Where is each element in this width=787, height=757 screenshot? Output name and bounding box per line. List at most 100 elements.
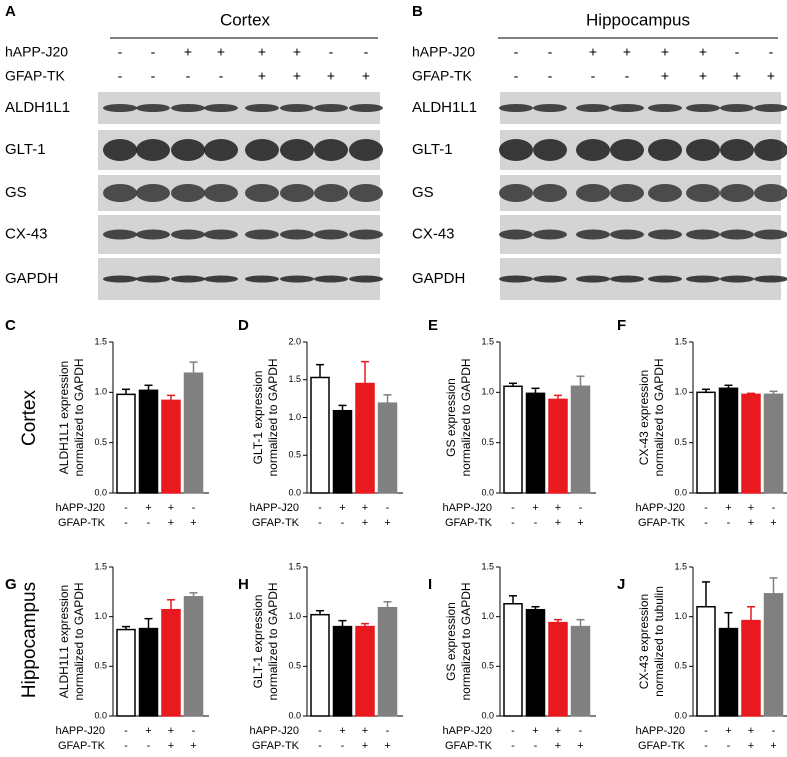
blot-band xyxy=(686,275,720,283)
blot-band xyxy=(245,104,279,112)
blot-band xyxy=(204,229,238,240)
blot-band xyxy=(648,229,682,240)
condition-sign: - xyxy=(341,517,345,529)
y-axis-label: ALDH1L1 expression xyxy=(57,361,71,474)
condition-sign: + xyxy=(748,517,754,529)
y-axis-label: CX-43 expression xyxy=(637,370,651,465)
condition-sign: + xyxy=(168,502,174,514)
blot-band xyxy=(280,184,314,202)
bar xyxy=(355,625,375,717)
condition-sign: + xyxy=(555,740,561,752)
y-tick-label: 0.0 xyxy=(94,487,107,497)
condition-sign: + xyxy=(327,68,335,84)
bar xyxy=(741,393,761,494)
y-tick-label: 0.5 xyxy=(288,661,301,671)
condition-label: GFAP-TK xyxy=(412,68,473,84)
blot-band xyxy=(204,139,238,161)
y-axis-label: normalized to tubulin xyxy=(652,586,666,697)
condition-sign: + xyxy=(362,517,368,529)
panel-letter: D xyxy=(238,317,249,334)
blot-band xyxy=(136,104,170,112)
bar xyxy=(763,593,784,717)
condition-label: hAPP-J20 xyxy=(55,725,105,737)
blot-band xyxy=(136,229,170,240)
blot-title: Cortex xyxy=(220,10,271,29)
bar xyxy=(116,393,136,494)
blot-band xyxy=(720,184,754,202)
blot-band xyxy=(280,229,314,240)
condition-sign: - xyxy=(772,725,776,737)
bar xyxy=(696,605,716,717)
band-label: GLT-1 xyxy=(412,141,453,158)
condition-sign: + xyxy=(184,44,192,60)
condition-sign: + xyxy=(145,725,151,737)
blot-band xyxy=(576,104,610,112)
blot-band xyxy=(314,184,348,202)
band-label: GAPDH xyxy=(412,270,465,287)
condition-label: GFAP-TK xyxy=(252,517,300,529)
blot-band xyxy=(499,275,533,283)
condition-label: GFAP-TK xyxy=(445,740,493,752)
condition-sign: - xyxy=(625,68,630,84)
bar xyxy=(570,625,591,717)
bar xyxy=(570,385,591,494)
y-axis-label: GS expression xyxy=(444,378,458,457)
blot-band xyxy=(349,104,383,112)
bar xyxy=(138,389,159,494)
blot-band xyxy=(754,104,787,112)
blot-band xyxy=(204,104,238,112)
blot-band xyxy=(610,104,644,112)
condition-sign: + xyxy=(577,517,583,529)
condition-sign: - xyxy=(514,68,519,84)
condition-label: hAPP-J20 xyxy=(442,502,492,514)
blot-band xyxy=(610,229,644,240)
bar xyxy=(525,608,546,717)
band-label: GS xyxy=(412,184,434,201)
blot-band xyxy=(720,139,754,161)
y-tick-label: 0.5 xyxy=(481,661,494,671)
y-axis-label: normalized to GAPDH xyxy=(652,358,666,476)
condition-sign: - xyxy=(735,44,740,60)
blot-band xyxy=(754,184,787,202)
bar xyxy=(355,382,375,494)
condition-sign: + xyxy=(661,44,669,60)
condition-sign: + xyxy=(339,725,345,737)
condition-sign: - xyxy=(534,740,538,752)
y-tick-label: 1.5 xyxy=(674,336,687,346)
bar xyxy=(310,613,330,717)
y-tick-label: 1.5 xyxy=(481,336,494,346)
bar xyxy=(548,621,568,717)
y-axis-label: CX-43 expression xyxy=(637,594,651,689)
row-label: Hippocampus xyxy=(19,582,40,698)
condition-label: GFAP-TK xyxy=(445,517,493,529)
y-tick-label: 1.5 xyxy=(94,561,107,571)
condition-sign: - xyxy=(192,502,196,514)
y-tick-label: 2.0 xyxy=(288,336,301,346)
condition-sign: + xyxy=(293,44,301,60)
blot-band xyxy=(576,139,610,161)
condition-sign: + xyxy=(384,740,390,752)
blot-band xyxy=(686,229,720,240)
panel-letter: B xyxy=(412,3,423,20)
blot-band xyxy=(314,139,348,161)
condition-sign: - xyxy=(727,740,731,752)
condition-label: hAPP-J20 xyxy=(249,502,299,514)
condition-sign: + xyxy=(555,517,561,529)
condition-sign: - xyxy=(186,68,191,84)
condition-sign: + xyxy=(770,740,776,752)
bar xyxy=(183,596,204,717)
blot-band xyxy=(171,139,205,161)
y-tick-label: 1.0 xyxy=(288,611,301,621)
condition-sign: + xyxy=(168,517,174,529)
condition-sign: + xyxy=(725,725,731,737)
blot-band xyxy=(533,275,567,283)
condition-sign: - xyxy=(704,517,708,529)
condition-sign: - xyxy=(386,725,390,737)
condition-sign: + xyxy=(699,68,707,84)
bar xyxy=(548,398,568,494)
blot-band xyxy=(349,275,383,283)
blot-band xyxy=(533,184,567,202)
condition-sign: - xyxy=(579,502,583,514)
condition-sign: - xyxy=(318,740,322,752)
panel-letter: A xyxy=(5,3,16,20)
